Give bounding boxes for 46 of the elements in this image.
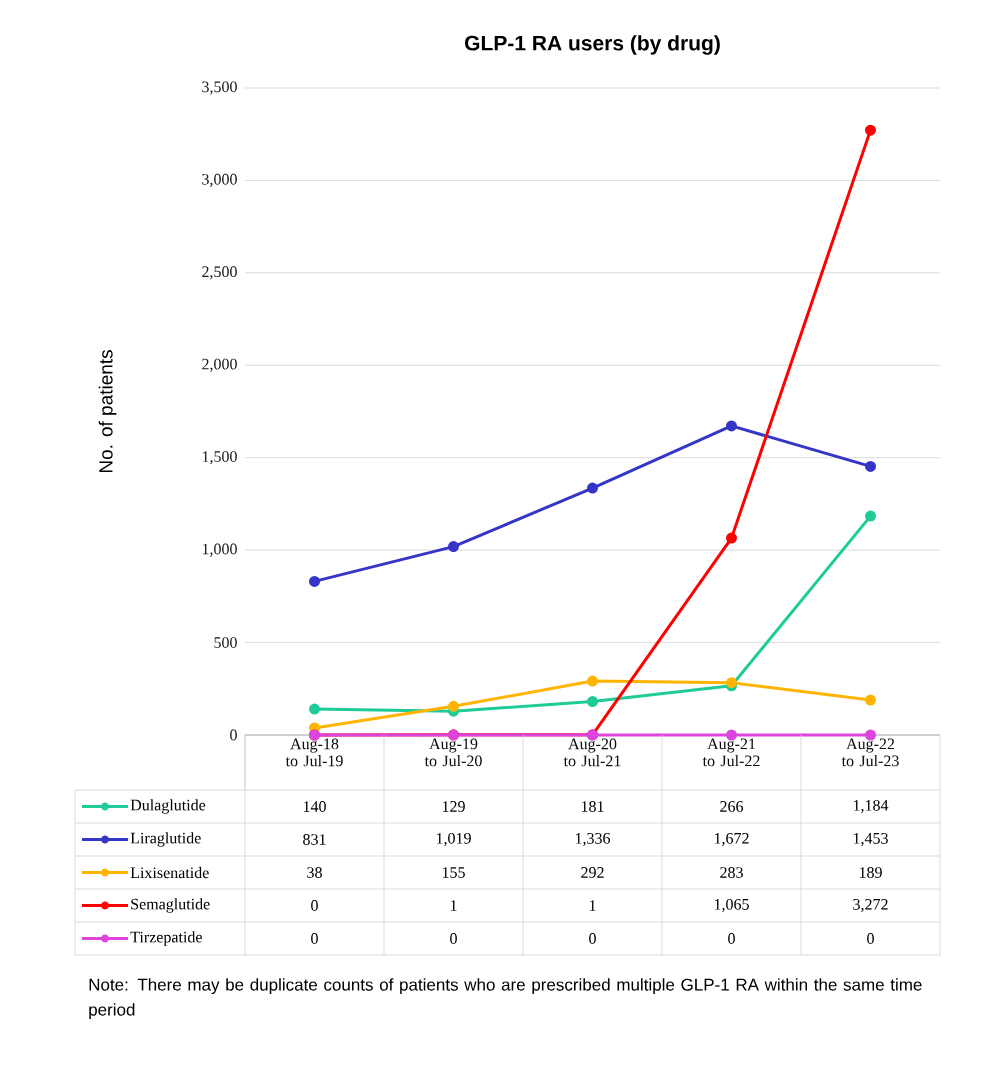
legend-label: Tirzepatide: [130, 931, 202, 946]
data-label: 129: [442, 801, 465, 812]
chart-title: GLP-1 RA users (by drug): [465, 35, 720, 55]
y-tick-label: 500: [214, 637, 237, 648]
legend-label: Dulaglutide: [130, 799, 206, 814]
data-label: 1,065: [714, 898, 749, 913]
y-tick-label: 1,000: [202, 543, 237, 557]
data-label: 181: [581, 801, 604, 812]
data-label: 1,672: [714, 832, 749, 847]
data-label: 0: [728, 933, 735, 944]
data-label: 140: [303, 801, 326, 812]
x-tick-label: Aug-20 to Jul-21: [563, 738, 621, 767]
data-label: 0: [589, 933, 596, 944]
y-tick-label: 2,000: [202, 358, 237, 372]
text: Note: There may be duplicate counts of patients who are prescribed multiple GLP-1 RA within the same time period: [89, 978, 922, 1020]
data-label: 189: [859, 867, 882, 878]
data-label: 266: [720, 801, 744, 812]
data-label: 1: [450, 900, 457, 911]
data-label: 0: [450, 933, 457, 944]
data-label: 1,184: [853, 799, 889, 814]
data-label: 831: [303, 834, 326, 845]
data-label: 283: [720, 867, 743, 878]
legend-label: Liraglutide: [130, 832, 201, 847]
data-label: 155: [442, 867, 465, 878]
x-tick-label: Aug-21 to Jul-22: [702, 738, 760, 767]
y-tick-label: 3,500: [202, 81, 237, 95]
y-axis-title: No. of patients: [98, 350, 117, 473]
data-label: 3,272: [853, 898, 888, 913]
data-label: 0: [311, 900, 318, 911]
data-label: 292: [581, 867, 604, 878]
legend-label: Semaglutide: [131, 898, 210, 913]
data-label: 1: [589, 900, 596, 911]
y-tick-label: 1,500: [202, 451, 237, 465]
data-label: 1,019: [436, 832, 471, 847]
y-tick-label: 0: [230, 729, 237, 741]
x-tick-label: Aug-22 to Jul-23: [841, 738, 899, 767]
y-tick-label: 2,500: [202, 266, 237, 280]
data-label: 38: [307, 867, 322, 878]
data-label: 0: [867, 933, 874, 944]
data-label: 1,336: [575, 832, 611, 847]
x-tick-label: Aug-18 to Jul-19: [285, 738, 343, 767]
data-label: 1,453: [853, 832, 888, 847]
y-tick-label: 3,000: [202, 173, 237, 187]
x-tick-label: Aug-19 to Jul-20: [424, 738, 482, 767]
data-label: 0: [311, 933, 318, 944]
legend-label: Lixisenatide: [130, 866, 209, 879]
